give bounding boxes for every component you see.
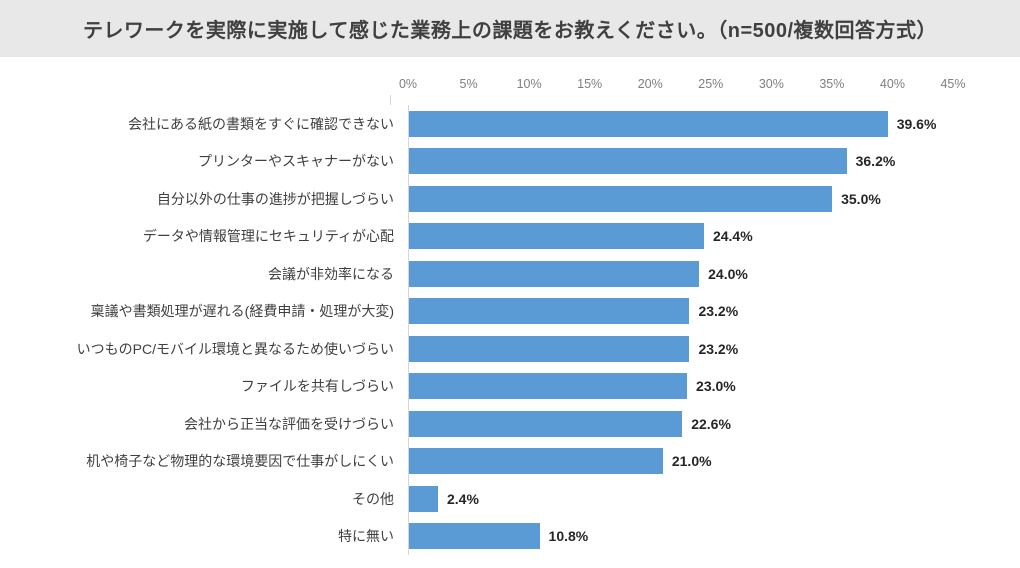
bar-value-label: 24.0%	[708, 265, 748, 282]
x-axis-tick-label: 30%	[758, 77, 784, 91]
x-axis: 0% 5% 10% 15% 20% 25% 30% 35% 40% 45%	[399, 57, 966, 105]
bar-value-label: 21.0%	[671, 453, 712, 470]
category-label: その他	[352, 490, 394, 507]
bar-row: プリンターやスキャナーがない 36.2%	[18, 142, 1020, 180]
bar-value-label: 23.0%	[696, 378, 736, 395]
bar-value-label: 36.2%	[855, 153, 896, 170]
category-label: データや情報管理にセキュリティが心配	[142, 228, 394, 245]
bar-track: 23.2%	[408, 292, 953, 330]
bar-row: その他 2.4%	[18, 480, 1020, 518]
category-label: 特に無い	[338, 528, 394, 545]
x-axis-tick-label: 40%	[879, 77, 905, 91]
y-axis-line-stub	[390, 95, 391, 105]
category-label: いつものPC/モバイル環境と異なるため使いづらい	[76, 340, 394, 357]
bar-value-label: 39.6%	[896, 115, 937, 132]
bar-value-label: 2.4%	[447, 490, 479, 507]
bar	[409, 523, 540, 550]
bar	[409, 148, 847, 175]
bar-value-label: 10.8%	[548, 528, 589, 545]
bar-track: 2.4%	[408, 480, 953, 518]
x-axis-tick-label: 0%	[398, 77, 418, 91]
x-axis-tick-label: 5%	[459, 77, 478, 91]
bar-row: 机や椅子など物理的な環境要因で仕事がしにくい 21.0%	[18, 442, 1020, 480]
bar	[409, 410, 683, 437]
bar	[409, 223, 704, 250]
bar	[409, 110, 888, 137]
category-label: 机や椅子など物理的な環境要因で仕事がしにくい	[86, 453, 394, 470]
bar	[409, 335, 690, 362]
bar-chart: 0% 5% 10% 15% 20% 25% 30% 35% 40% 45% 会社にある紙の書類をす…	[0, 57, 1020, 555]
category-label: 会社にある紙の書類をすぐに確認できない	[128, 115, 394, 132]
x-axis-tick-label: 15%	[577, 77, 603, 91]
bar-value-label: 23.2%	[698, 340, 739, 357]
bar-value-label: 23.2%	[698, 303, 739, 320]
bar-row: 会議が非効率になる 24.0%	[18, 255, 1020, 293]
bar-rows: 会社にある紙の書類をすぐに確認できない 39.6% プリンターやスキャナーがない 36…	[18, 105, 1020, 555]
bar-track: 23.0%	[408, 367, 953, 405]
bar-row: ファイルを共有しづらい 23.0%	[18, 367, 1020, 405]
bar-row: データや情報管理にセキュリティが心配 24.4%	[18, 217, 1020, 255]
x-axis-tick-label: 35%	[819, 77, 845, 91]
bar-row: 特に無い 10.8%	[18, 517, 1020, 555]
x-axis-tick-label: 25%	[698, 77, 724, 91]
x-axis-tick-label: 45%	[940, 77, 966, 91]
category-label: 会社から正当な評価を受けづらい	[184, 415, 394, 432]
bar-value-label: 24.4%	[712, 228, 753, 245]
bar-track: 24.4%	[408, 217, 953, 255]
bar-value-label: 22.6%	[691, 415, 731, 432]
x-axis-row: 0% 5% 10% 15% 20% 25% 30% 35% 40% 45%	[18, 57, 1020, 105]
category-label: 稟議や書類処理が遅れる(経費申請・処理が大変)	[90, 303, 394, 320]
bar-row: 自分以外の仕事の進捗が把握しづらい 35.0%	[18, 180, 1020, 218]
bar-track: 21.0%	[408, 442, 953, 480]
bar-row: 会社から正当な評価を受けづらい 22.6%	[18, 405, 1020, 443]
bar-track: 24.0%	[408, 255, 953, 293]
axis-spacer	[18, 57, 408, 105]
bar-track: 36.2%	[408, 142, 953, 180]
bar-track: 35.0%	[408, 180, 953, 218]
category-label: 自分以外の仕事の進捗が把握しづらい	[156, 190, 394, 207]
bar	[409, 448, 663, 475]
bar-row: 稟議や書類処理が遅れる(経費申請・処理が大変) 23.2%	[18, 292, 1020, 330]
bar-track: 22.6%	[408, 405, 953, 443]
chart-title-bar: テレワークを実際に実施して感じた業務上の課題をお教えください。（n=500/複数…	[0, 0, 1020, 57]
bar-track: 23.2%	[408, 330, 953, 368]
bar	[409, 185, 833, 212]
bar	[409, 485, 438, 512]
bar	[409, 260, 700, 287]
category-label: ファイルを共有しづらい	[240, 378, 394, 395]
category-label: 会議が非効率になる	[268, 265, 394, 282]
bar	[409, 373, 688, 400]
x-axis-tick-label: 20%	[637, 77, 663, 91]
bar-value-label: 35.0%	[841, 190, 881, 207]
chart-title: テレワークを実際に実施して感じた業務上の課題をお教えください。（n=500/複数…	[82, 20, 938, 42]
bar-track: 10.8%	[408, 517, 953, 555]
bar-row: 会社にある紙の書類をすぐに確認できない 39.6%	[18, 105, 1020, 143]
bar-track: 39.6%	[408, 105, 953, 143]
bar-row: いつものPC/モバイル環境と異なるため使いづらい 23.2%	[18, 330, 1020, 368]
x-axis-tick-label: 10%	[516, 77, 542, 91]
bar	[409, 298, 690, 325]
category-label: プリンターやスキャナーがない	[198, 153, 394, 170]
